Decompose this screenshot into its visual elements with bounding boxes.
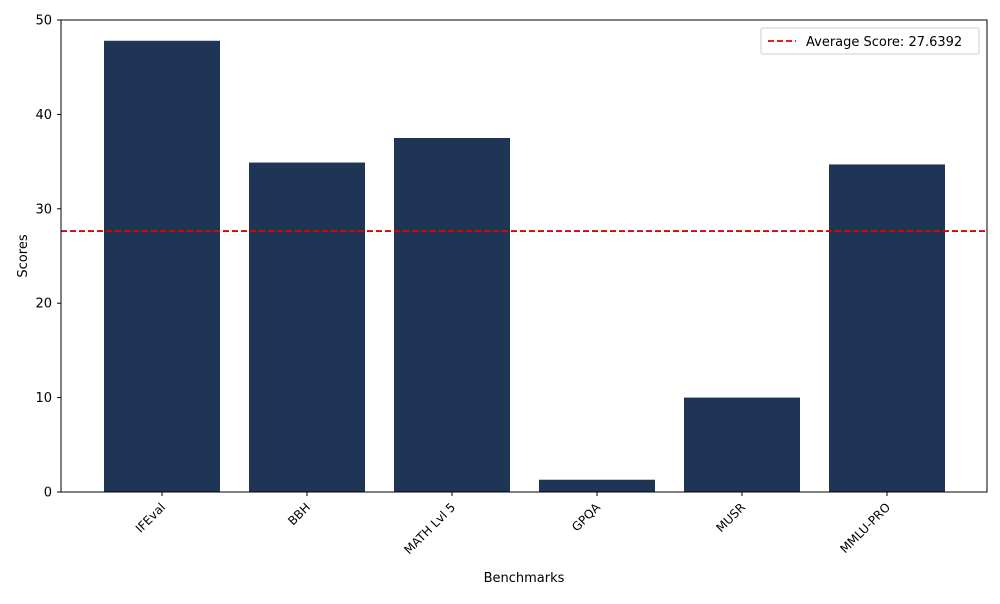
bars-layer <box>104 40 945 492</box>
y-axis-label: Scores <box>16 234 31 277</box>
y-tick-label: 30 <box>35 202 52 217</box>
x-axis-label: Benchmarks <box>484 571 565 586</box>
legend: Average Score: 27.6392 <box>760 27 980 55</box>
bar-musr <box>684 397 800 492</box>
bar-mmlu-pro <box>829 164 945 492</box>
x-tick-label: MMLU-PRO <box>837 500 893 556</box>
y-axis: 0 10 20 30 40 50 <box>35 14 61 501</box>
bar-math-lvl-5 <box>394 138 510 492</box>
legend-box <box>760 27 980 55</box>
x-tick-label: IFEval <box>133 500 168 535</box>
bar-gpqa <box>539 479 655 492</box>
legend-average-label: Average Score: 27.6392 <box>806 35 962 50</box>
plot-frame <box>60 19 988 493</box>
bar-ifeval <box>104 40 220 492</box>
x-tick-label: MATH Lvl 5 <box>401 500 458 557</box>
x-tick-label: BBH <box>285 500 313 528</box>
y-tick-label: 40 <box>35 108 52 123</box>
y-tick-label: 0 <box>44 486 52 501</box>
x-tick-label: MUSR <box>713 500 748 535</box>
y-tick-label: 20 <box>35 297 52 312</box>
x-axis: IFEval BBH MATH Lvl 5 GPQA MUSR MMLU-PRO <box>133 492 893 557</box>
y-tick-label: 50 <box>35 14 52 29</box>
bar-bbh <box>249 162 365 492</box>
y-tick-label: 10 <box>35 391 52 406</box>
x-tick-label: GPQA <box>569 500 604 535</box>
